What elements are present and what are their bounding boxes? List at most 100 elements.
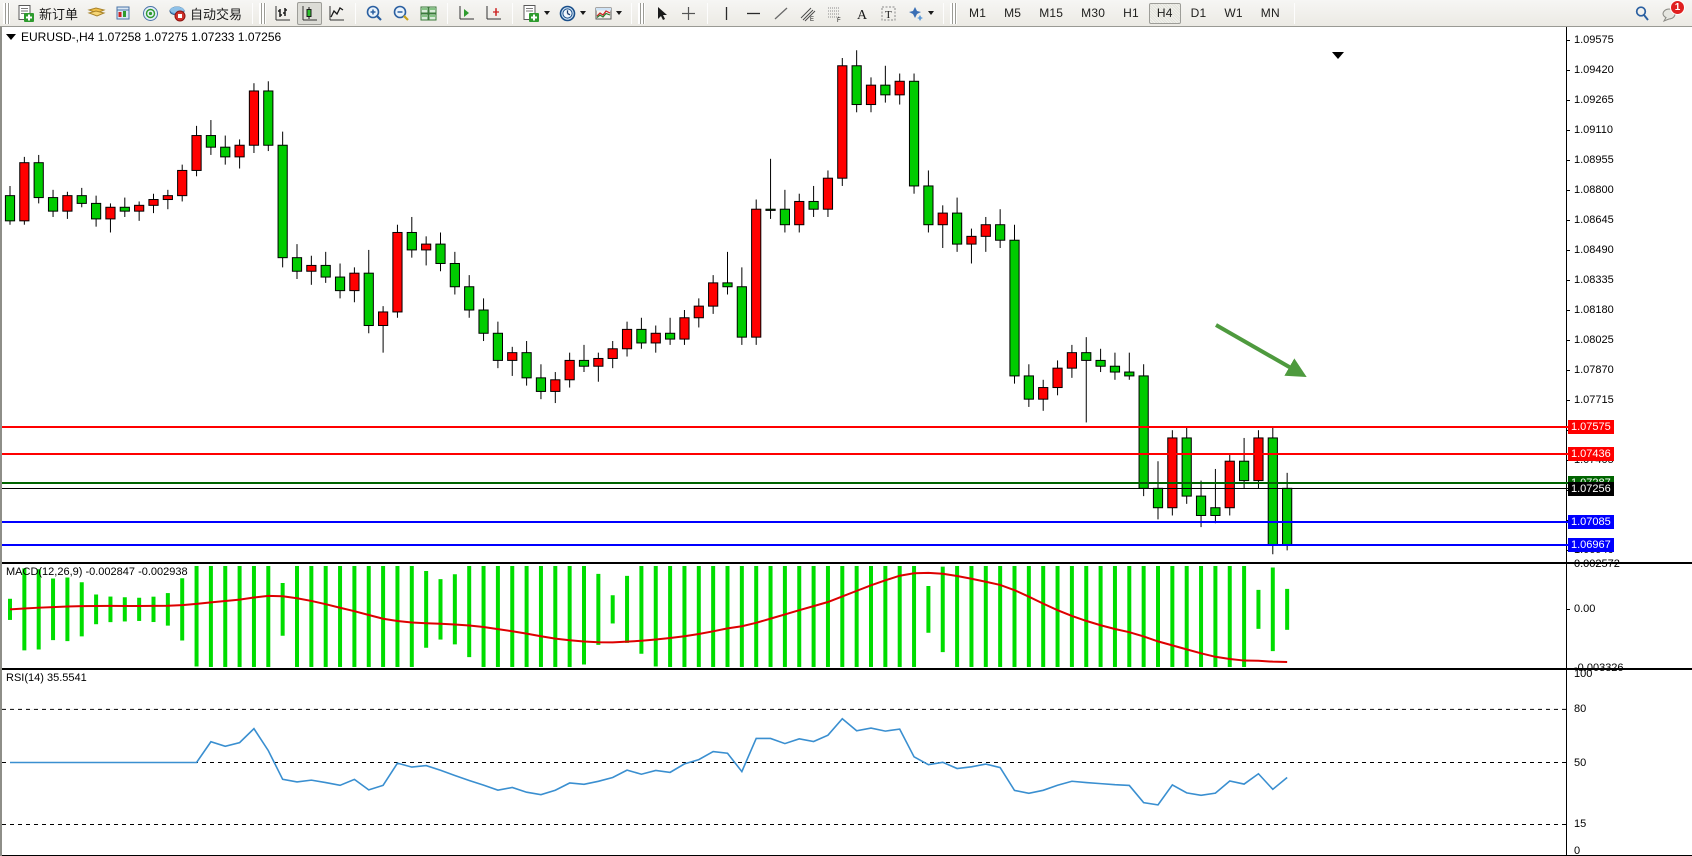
candlestick-plot: [4, 50, 1293, 555]
label-button[interactable]: T: [876, 2, 901, 25]
toolbar-separator-4: [512, 2, 514, 24]
crosshair-button[interactable]: [676, 2, 701, 25]
timeframe-w1[interactable]: W1: [1224, 6, 1243, 20]
rsi-label: RSI(14) 35.5541: [6, 672, 87, 684]
chart-symbol-header[interactable]: EURUSD-,H4 1.07258 1.07275 1.07233 1.072…: [6, 30, 281, 44]
bar-chart-button[interactable]: [270, 2, 295, 25]
chart-area[interactable]: EURUSD-,H4 1.07258 1.07275 1.07233 1.072…: [0, 27, 1692, 856]
indicators-button[interactable]: [519, 2, 553, 25]
timeframe-d1[interactable]: D1: [1190, 6, 1207, 20]
timeframe-m30[interactable]: M30: [1081, 6, 1106, 20]
support-line-2[interactable]: [2, 544, 1568, 547]
notification-badge: 1: [1670, 0, 1685, 15]
resistance-line-2[interactable]: [2, 453, 1568, 456]
symbol-ohlc-text: EURUSD-,H4 1.07258 1.07275 1.07233 1.072…: [21, 30, 282, 44]
macd-label: MACD(12,26,9) -0.002847 -0.002938: [6, 566, 188, 578]
zoom-in-button[interactable]: [362, 2, 387, 25]
tile-windows-icon: [420, 6, 437, 20]
rsi-pane[interactable]: RSI(14) 35.5541: [2, 670, 1692, 855]
toolbar-grip-1[interactable]: [3, 2, 10, 24]
timeframe-h1[interactable]: H1: [1123, 6, 1139, 20]
templates-icon: [595, 7, 612, 19]
text-icon: A: [857, 8, 868, 23]
trendline-icon: [774, 7, 788, 19]
toolbar-separator-8: [1293, 2, 1295, 24]
new-order-label: 新订单: [39, 7, 79, 23]
trendline-button[interactable]: [768, 2, 793, 25]
chevron-down-icon[interactable]: [580, 11, 587, 15]
svg-text:A: A: [857, 8, 868, 23]
chevron-down-icon[interactable]: [6, 34, 16, 40]
macd-pane[interactable]: MACD(12,26,9) -0.002847 -0.002938: [2, 564, 1692, 668]
timeframe-m5[interactable]: M5: [1004, 6, 1022, 20]
main-toolbar: 新订单: [0, 0, 1692, 27]
price-macd-separator[interactable]: [2, 562, 1692, 564]
shapes-button[interactable]: [903, 2, 937, 25]
market-watch-button[interactable]: [111, 2, 136, 25]
toolbar-separator-5: [631, 2, 633, 24]
new-order-button[interactable]: 新订单: [14, 2, 82, 25]
auto-scroll-button[interactable]: [454, 2, 479, 25]
chevron-down-icon[interactable]: [928, 11, 935, 15]
toolbar-separator-1: [252, 2, 254, 24]
navigator-button[interactable]: [138, 2, 163, 25]
text-button[interactable]: A: [849, 2, 874, 25]
fibonacci-button[interactable]: F: [822, 2, 847, 25]
market-watch-icon: [116, 6, 130, 19]
templates-button[interactable]: [591, 2, 625, 25]
auto-trading-icon: [169, 6, 186, 21]
toolbar-separator-6: [707, 2, 709, 24]
svg-text:F: F: [837, 18, 841, 23]
line-chart-icon: [329, 5, 345, 20]
chart-shift-button[interactable]: [481, 2, 506, 25]
pane-collapse-caret[interactable]: [1332, 52, 1344, 59]
cursor-icon: [658, 6, 668, 20]
timeframe-mn[interactable]: MN: [1260, 6, 1280, 20]
toolbar-grip-2[interactable]: [259, 2, 267, 24]
chart-shift-icon: [486, 5, 502, 19]
toolbar-grip-4[interactable]: [950, 2, 958, 24]
zoom-out-icon: [393, 5, 409, 21]
auto-trading-label: 自动交易: [190, 7, 243, 23]
indicators-icon: [523, 4, 540, 22]
search-button[interactable]: [1630, 2, 1655, 25]
clock-icon: [559, 5, 576, 21]
resistance-line-1[interactable]: [2, 426, 1568, 429]
folder-chart-icon: [87, 6, 106, 17]
cursor-button[interactable]: [649, 2, 674, 25]
vertical-line-button[interactable]: [714, 2, 739, 25]
crosshair-icon: [682, 6, 696, 20]
svg-text:E: E: [810, 17, 814, 23]
horizontal-line-button[interactable]: [741, 2, 766, 25]
chevron-down-icon[interactable]: [544, 11, 551, 15]
macd-rsi-separator[interactable]: [2, 668, 1692, 670]
candlestick-chart-button[interactable]: [297, 1, 323, 25]
text-label-icon: T: [881, 6, 896, 21]
bid-line[interactable]: [2, 482, 1568, 485]
price-pane[interactable]: [2, 27, 1692, 562]
vertical-line-icon: [725, 6, 728, 20]
periods-button[interactable]: [555, 2, 589, 25]
chevron-down-icon[interactable]: [616, 11, 623, 15]
navigator-icon: [143, 5, 159, 21]
timeframe-h4[interactable]: H4: [1148, 2, 1181, 24]
zoom-in-icon: [366, 5, 382, 21]
zoom-out-button[interactable]: [389, 2, 414, 25]
line-chart-button[interactable]: [324, 2, 349, 25]
tile-windows-button[interactable]: [416, 2, 441, 25]
timeframe-m15[interactable]: M15: [1039, 6, 1064, 20]
auto-trading-button[interactable]: 自动交易: [165, 2, 246, 25]
support-line-1[interactable]: [2, 521, 1568, 524]
new-order-icon: [18, 4, 34, 22]
toolbar-separator-7: [943, 2, 945, 24]
charts-button[interactable]: [84, 2, 109, 25]
last-price-line[interactable]: [2, 488, 1568, 490]
toolbar-separator-2: [355, 2, 357, 24]
rsi-plot: [2, 708, 1568, 825]
timeframe-m1[interactable]: M1: [969, 6, 987, 20]
macd-plot: [8, 566, 1290, 667]
equidistant-channel-button[interactable]: E: [795, 2, 820, 25]
notifications-button[interactable]: 1: [1657, 0, 1685, 25]
toolbar-grip-3[interactable]: [638, 2, 646, 24]
